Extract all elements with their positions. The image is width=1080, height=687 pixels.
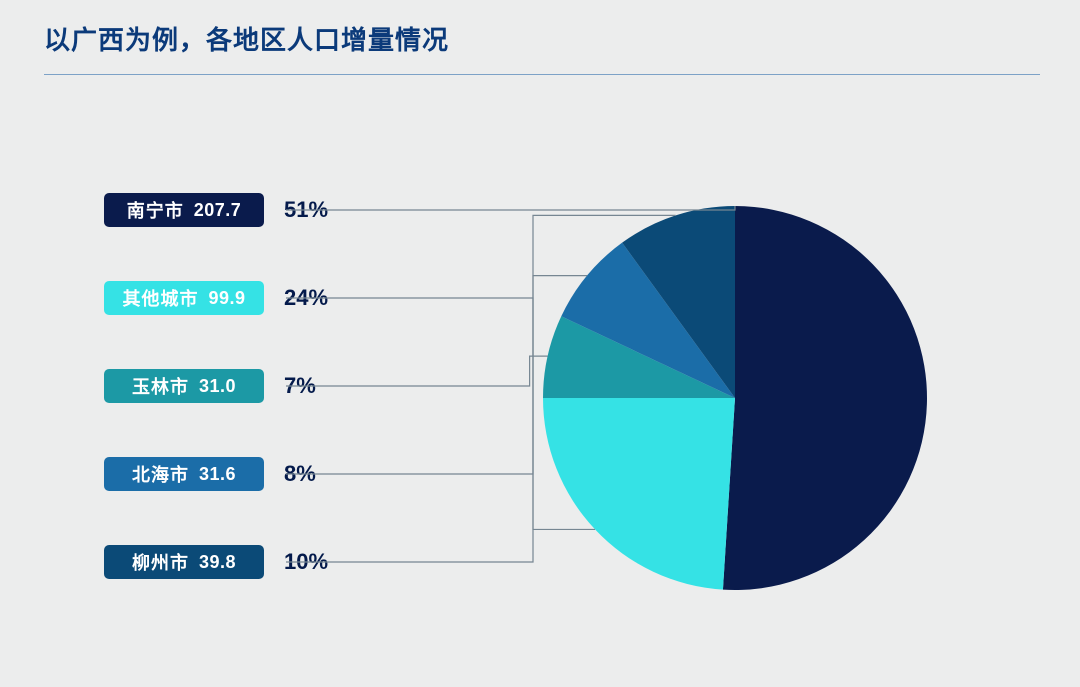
- pie-slice: [543, 398, 735, 590]
- pie-chart: [0, 0, 1080, 687]
- leader-line: [286, 276, 587, 474]
- leader-line: [286, 356, 548, 386]
- pie-slice: [723, 206, 927, 590]
- leader-line: [286, 206, 735, 210]
